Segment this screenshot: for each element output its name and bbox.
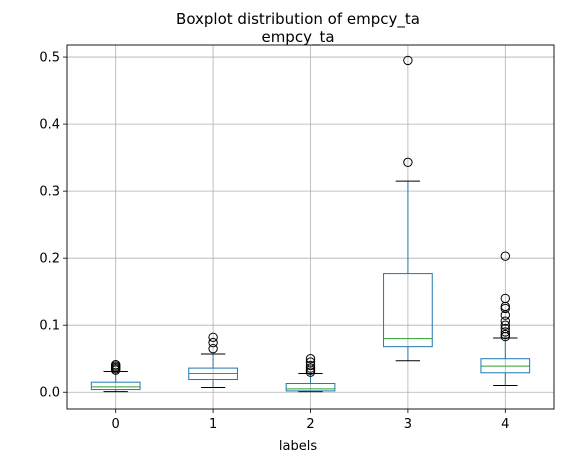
x-tick-label: 0	[112, 417, 120, 432]
outlier-point	[500, 327, 510, 337]
x-tick-label: 4	[501, 417, 509, 432]
box-layer	[90, 55, 531, 393]
outlier-point	[500, 329, 510, 340]
box-group-1	[188, 332, 238, 389]
x-tick-label: 3	[404, 417, 412, 432]
outlier-point	[208, 337, 218, 348]
y-tick-label: 0.2	[39, 252, 60, 267]
outlier-point	[500, 320, 510, 330]
box-group-2	[285, 354, 336, 393]
outlier-point	[208, 343, 218, 354]
outlier-point	[305, 360, 316, 371]
outlier-point	[305, 354, 316, 364]
grid-lines	[67, 45, 554, 409]
box-iqr	[90, 381, 141, 391]
y-tick-label: 0.3	[39, 185, 60, 200]
x-axis-label: labels	[279, 439, 317, 454]
box-iqr	[383, 273, 433, 348]
chart-title: Boxplot distribution of empcy_ta	[176, 10, 420, 29]
x-tick-label: 1	[209, 417, 217, 432]
outlier-point	[111, 360, 121, 370]
outlier-point	[500, 251, 510, 261]
axis-ticks: 0 1 2 3 4 0.0 0.1 0.2 0.3 0.4 0.5	[39, 51, 509, 432]
box-group-0	[90, 360, 141, 393]
outlier-point	[305, 363, 316, 373]
box-group-3	[383, 55, 433, 362]
x-tick-label: 2	[306, 417, 314, 432]
y-tick-label: 0.0	[39, 386, 60, 401]
y-tick-label: 0.5	[39, 51, 60, 66]
outlier-point	[403, 55, 413, 66]
outlier-point	[500, 293, 510, 304]
outlier-point	[500, 316, 510, 326]
chart-subtitle: empcy_ta	[261, 28, 334, 47]
box-iqr	[285, 383, 336, 392]
outlier-point	[500, 323, 510, 334]
outlier-point	[305, 357, 316, 367]
outlier-point	[208, 332, 218, 342]
outlier-point	[403, 157, 413, 168]
y-tick-label: 0.4	[39, 118, 60, 133]
y-tick-label: 0.1	[39, 319, 60, 334]
box-group-4	[480, 251, 531, 387]
